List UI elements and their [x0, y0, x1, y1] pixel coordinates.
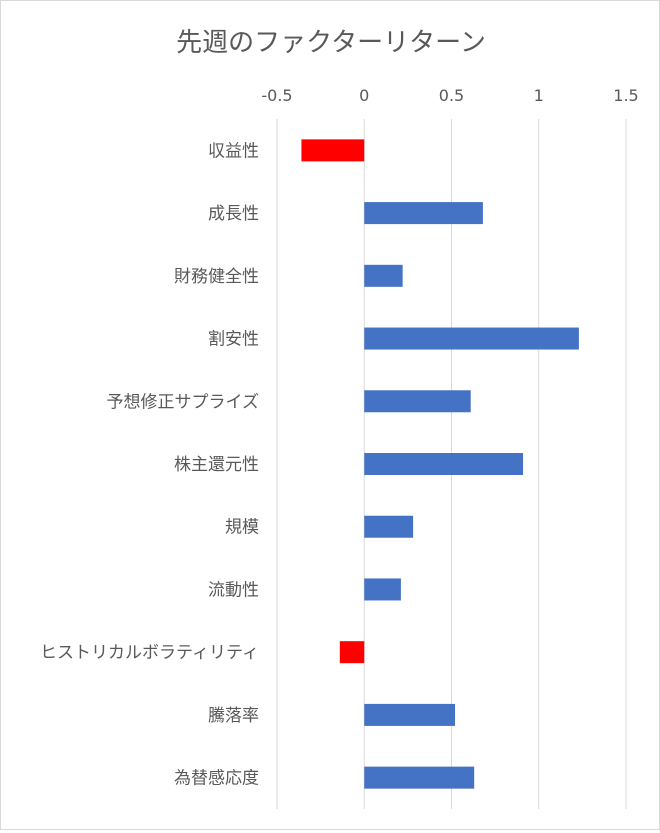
bar — [364, 766, 475, 789]
category-label: 為替感応度 — [174, 769, 259, 789]
category-label: 財務健全性 — [174, 267, 259, 287]
x-tick-label: 0 — [359, 86, 369, 105]
category-label: 騰落率 — [208, 706, 259, 726]
bar — [364, 327, 579, 350]
bar — [364, 390, 471, 413]
category-label: 流動性 — [208, 580, 259, 600]
bar — [364, 703, 455, 726]
bar — [364, 453, 524, 475]
category-labels: 収益性成長性財務健全性割安性予想修正サプライズ株主還元性規模流動性ヒストリカルボ… — [40, 141, 259, 788]
bar — [364, 202, 483, 225]
category-label: 収益性 — [208, 141, 259, 161]
bars — [301, 139, 579, 789]
bar — [364, 264, 403, 287]
x-tick-labels: -0.5 0 0.5 1 1.5 — [261, 86, 638, 105]
bar — [364, 515, 414, 538]
bar — [339, 641, 365, 664]
category-label: 予想修正サプライズ — [107, 392, 260, 412]
chart-title: 先週のファクターリターン — [176, 28, 486, 58]
x-tick-label: 0.5 — [439, 86, 464, 105]
category-label: 株主還元性 — [174, 455, 259, 475]
x-tick-label: 1 — [534, 86, 544, 105]
x-tick-label: -0.5 — [261, 86, 292, 105]
bar — [301, 139, 365, 162]
bar — [364, 578, 401, 601]
category-label: 規模 — [225, 518, 259, 538]
category-label: 成長性 — [208, 204, 259, 224]
x-tick-label: 1.5 — [613, 86, 638, 105]
category-label: 割安性 — [208, 330, 259, 350]
category-label: ヒストリカルボラティリティ — [40, 643, 259, 663]
